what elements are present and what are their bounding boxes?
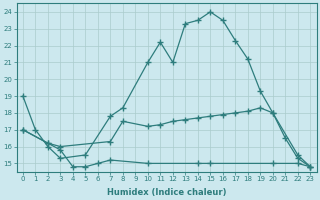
X-axis label: Humidex (Indice chaleur): Humidex (Indice chaleur)	[107, 188, 226, 197]
